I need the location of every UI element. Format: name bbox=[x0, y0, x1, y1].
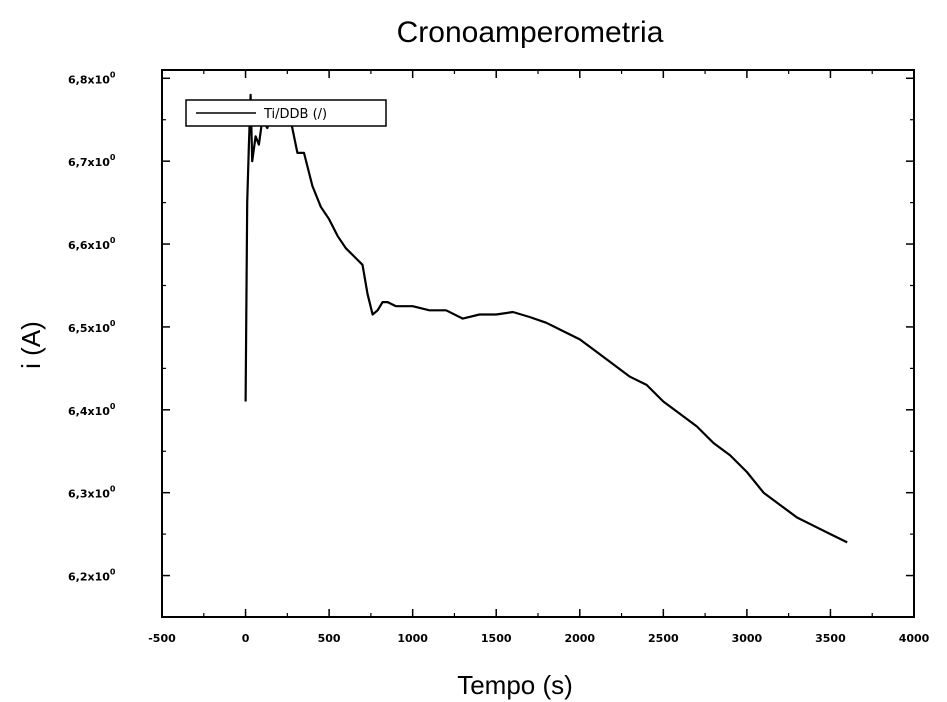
x-tick-label: -500 bbox=[148, 632, 176, 645]
legend-label: Ti/DDB (/) bbox=[263, 107, 327, 122]
x-tick-label: 3500 bbox=[815, 632, 846, 645]
x-tick-label: 2000 bbox=[564, 632, 595, 645]
x-tick-label: 1500 bbox=[481, 632, 512, 645]
x-tick-label: 0 bbox=[242, 632, 250, 645]
x-axis-label: Tempo (s) bbox=[457, 670, 573, 700]
y-tick-label: 6,3x100 bbox=[68, 485, 116, 501]
series-layer bbox=[244, 93, 848, 544]
y-tick-label: 6,5x100 bbox=[68, 319, 116, 335]
chart-title: Cronoamperometria bbox=[397, 16, 664, 49]
x-tick-label: 4000 bbox=[899, 632, 930, 645]
y-axis: 6,2x100 6,3x100 6,4x100 6,5x100 6,6x100 6,7x1… bbox=[68, 70, 914, 584]
plot-area-frame bbox=[161, 69, 915, 618]
y-axis-label: i (A) bbox=[16, 321, 46, 369]
y-tick-label: 6,4x100 bbox=[68, 402, 116, 418]
x-axis: -500 0 500 1000 1500 2000 2500 3000 3500 4000 bbox=[148, 70, 930, 645]
x-tick-label: 1000 bbox=[397, 632, 428, 645]
x-tick-label: 3000 bbox=[732, 632, 763, 645]
x-tick-label: 2500 bbox=[648, 632, 679, 645]
y-tick-label: 6,2x100 bbox=[68, 568, 116, 584]
legend: Ti/DDB (/) bbox=[185, 99, 387, 127]
y-tick-label: 6,6x100 bbox=[68, 236, 116, 252]
y-tick-label: 6,8x100 bbox=[68, 70, 116, 86]
y-tick-label: 6,7x100 bbox=[68, 153, 116, 169]
x-tick-label: 500 bbox=[318, 632, 341, 645]
series-line bbox=[244, 93, 848, 544]
